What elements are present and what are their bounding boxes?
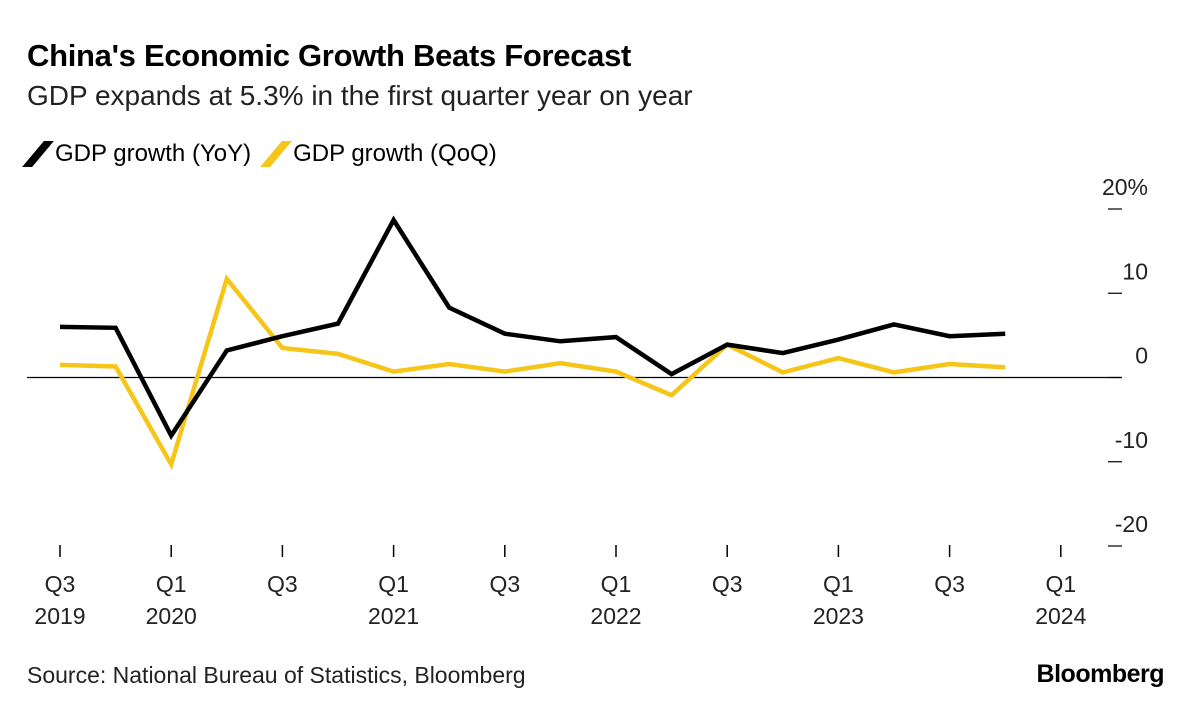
x-tick-year-0: 2019 [34, 603, 85, 629]
y-tick-label-0: 20% [1102, 174, 1148, 200]
legend-label-qoq: GDP growth (QoQ) [293, 140, 497, 167]
brand-logo: Bloomberg [1036, 660, 1165, 688]
source-note: Source: National Bureau of Statistics, B… [27, 662, 526, 688]
x-tick-label-7: Q1 [823, 571, 854, 597]
x-tick-label-6: Q3 [712, 571, 743, 597]
x-tick-label-5: Q1 [601, 571, 632, 597]
y-tick-label-4: -20 [1115, 511, 1148, 537]
legend-label-yoy: GDP growth (YoY) [55, 140, 252, 167]
legend-item-yoy: GDP growth (YoY) [22, 140, 252, 168]
y-tick-label-2: 0 [1135, 343, 1148, 369]
y-tick-label-1: 10 [1122, 258, 1148, 284]
x-tick-label-4: Q3 [489, 571, 520, 597]
x-tick-year-1: 2020 [146, 603, 197, 629]
chart-title: China's Economic Growth Beats Forecast [27, 38, 632, 73]
x-tick-year-7: 2023 [813, 603, 864, 629]
x-tick-year-5: 2022 [590, 603, 641, 629]
y-tick-label-3: -10 [1115, 427, 1148, 453]
legend-item-qoq: GDP growth (QoQ) [260, 140, 497, 168]
x-tick-label-1: Q1 [156, 571, 187, 597]
x-tick-label-8: Q3 [934, 571, 965, 597]
x-tick-year-9: 2024 [1035, 603, 1086, 629]
x-tick-year-3: 2021 [368, 603, 419, 629]
x-tick-label-3: Q1 [378, 571, 409, 597]
series-line-1 [59, 274, 1006, 470]
series-line-0 [59, 215, 1006, 441]
x-tick-label-9: Q1 [1045, 571, 1076, 597]
x-tick-label-2: Q3 [267, 571, 298, 597]
legend: GDP growth (YoY) GDP growth (QoQ) [22, 138, 511, 170]
x-tick-label-0: Q3 [45, 571, 76, 597]
chart-subtitle: GDP expands at 5.3% in the first quarter… [27, 80, 693, 111]
